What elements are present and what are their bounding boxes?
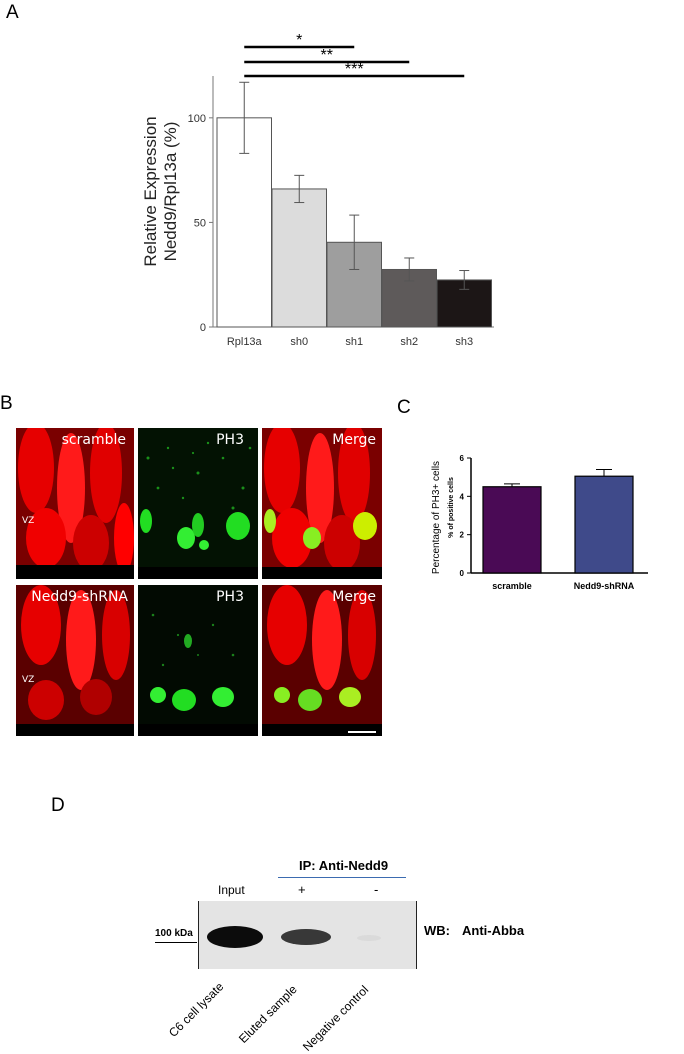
lane-label-negative-control: Negative control [300, 982, 372, 1054]
micro-shrna-merge: Merge [262, 585, 382, 736]
y-axis-label-line: Relative Expression [141, 116, 160, 266]
x-tick-label: sh0 [290, 336, 308, 348]
micro-scramble-green: PH3 [138, 428, 258, 579]
red-channel-image [16, 585, 134, 736]
y-tick-label: 100 [188, 113, 206, 125]
panel-c-bar-chart: 0 2 4 6 Percentage of PH3+ cells % of positiv… [431, 454, 648, 591]
condition-label-scramble: scramble [61, 432, 126, 448]
x-tick-label: sh1 [345, 336, 363, 348]
merge-image [262, 585, 382, 736]
bar-nedd9-shrna [574, 475, 634, 574]
y-tick-label: 0 [200, 322, 206, 334]
lane-label-c6-cell-lysate: C6 cell lysate [166, 979, 227, 1040]
merge-label: Merge [332, 432, 376, 448]
y-tick-label: 0 [460, 569, 465, 578]
panel-a-letter: A [6, 2, 19, 23]
micro-shrna-red: Nedd9-shRNA VZ [16, 585, 134, 736]
green-channel-image [138, 428, 258, 579]
significance-label: ** [321, 47, 333, 64]
bar-scramble [482, 486, 542, 574]
lane-label-eluted-sample: Eluted sample [236, 982, 300, 1046]
x-tick-label: scramble [492, 581, 532, 591]
merge-label: Merge [332, 589, 376, 605]
panel-a-bar-chart: 0 50 100 Relative ExpressionNedd9/Rpl13a (%… [141, 32, 494, 348]
merge-image [262, 428, 382, 579]
y-axis-label-secondary: % of positive cells [448, 477, 455, 538]
y-tick-label: 4 [460, 492, 465, 501]
x-tick-label: Nedd9-shRNA [574, 581, 635, 591]
green-channel-image [138, 585, 258, 736]
wb-label: WB: [424, 923, 450, 938]
y-tick-label: 2 [460, 531, 465, 540]
x-tick-label: sh2 [400, 336, 418, 348]
significance-label: * [296, 32, 302, 49]
minus-label: - [374, 882, 379, 897]
vz-label: VZ [22, 516, 35, 526]
plus-label: + [298, 882, 306, 897]
panel-c-letter: C [397, 397, 411, 418]
marker-label-ph3: PH3 [216, 432, 244, 448]
significance-label: *** [345, 61, 364, 78]
y-tick-label: 50 [194, 217, 206, 229]
western-blot [198, 901, 417, 969]
panel-b-letter: B [0, 393, 13, 414]
mw-line [155, 942, 197, 943]
micro-scramble-red: scramble VZ [16, 428, 134, 579]
input-label: Input [218, 883, 245, 897]
y-axis-label-line: Nedd9/Rpl13a (%) [161, 122, 180, 262]
y-axis-label: Percentage of PH3+ cells [431, 461, 442, 574]
condition-label-nedd9-shrna: Nedd9-shRNA [31, 589, 128, 605]
bar-sh0 [271, 188, 327, 328]
ip-label: IP: Anti-Nedd9 [299, 858, 389, 873]
red-channel-image [16, 428, 134, 579]
micro-shrna-green: PH3 [138, 585, 258, 736]
band-negative [357, 935, 381, 941]
mw-label: 100 kDa [155, 928, 193, 939]
ip-underline [278, 877, 406, 878]
marker-label-ph3: PH3 [216, 589, 244, 605]
scale-bar [348, 731, 376, 733]
band-eluted [281, 929, 331, 945]
x-tick-label: sh3 [455, 336, 473, 348]
blot-image [207, 926, 381, 948]
band-input [207, 926, 263, 948]
wb-antibody-label: Anti-Abba [462, 923, 525, 938]
micro-scramble-merge: Merge [262, 428, 382, 579]
y-tick-label: 6 [460, 454, 465, 463]
panel-d-letter: D [51, 795, 65, 816]
vz-label: VZ [22, 675, 35, 685]
y-axis-label: Relative ExpressionNedd9/Rpl13a (%) [141, 116, 180, 266]
x-tick-label: Rpl13a [227, 336, 263, 348]
